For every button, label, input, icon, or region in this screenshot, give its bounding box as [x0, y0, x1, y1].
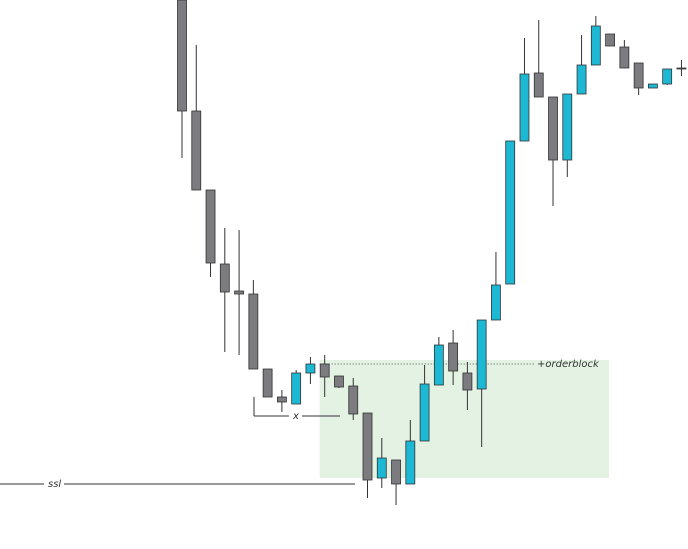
candle-body [319, 363, 330, 378]
x-level-label: x [292, 411, 299, 422]
candle-body [205, 189, 216, 264]
candle-body [248, 293, 259, 370]
candle-body [619, 46, 630, 69]
candle-body [662, 68, 673, 85]
candle-body [519, 73, 530, 142]
orderblock-label: +orderblock [537, 359, 600, 370]
candle-body [448, 342, 459, 372]
candle-body [305, 363, 316, 374]
candle-body [676, 67, 687, 70]
candle-body [234, 290, 244, 295]
candle-body [191, 110, 202, 191]
candle-body [334, 375, 344, 388]
candle-body [291, 372, 302, 405]
candle-body [262, 368, 273, 398]
candle-body [433, 344, 444, 386]
candle-body [533, 72, 544, 98]
candle-body [605, 33, 615, 47]
candle-body [648, 83, 658, 89]
candle-body [376, 457, 387, 479]
candle-body [419, 383, 430, 442]
candle-body [491, 284, 501, 321]
candle-body [391, 459, 401, 485]
candle-body [548, 96, 558, 161]
candle-body [177, 0, 187, 112]
candle-body [505, 140, 516, 285]
candle-body [405, 440, 416, 485]
candle-body [348, 385, 359, 415]
candle-body [476, 319, 487, 390]
candle-body [562, 93, 573, 161]
candle-body [633, 62, 644, 89]
ssl-label: ssl [48, 479, 61, 490]
candle-body [576, 64, 587, 95]
candle-body [590, 25, 601, 66]
candle-body [276, 396, 287, 403]
candle-body [219, 263, 230, 293]
candle-body [362, 412, 373, 481]
candle-body [462, 372, 473, 391]
